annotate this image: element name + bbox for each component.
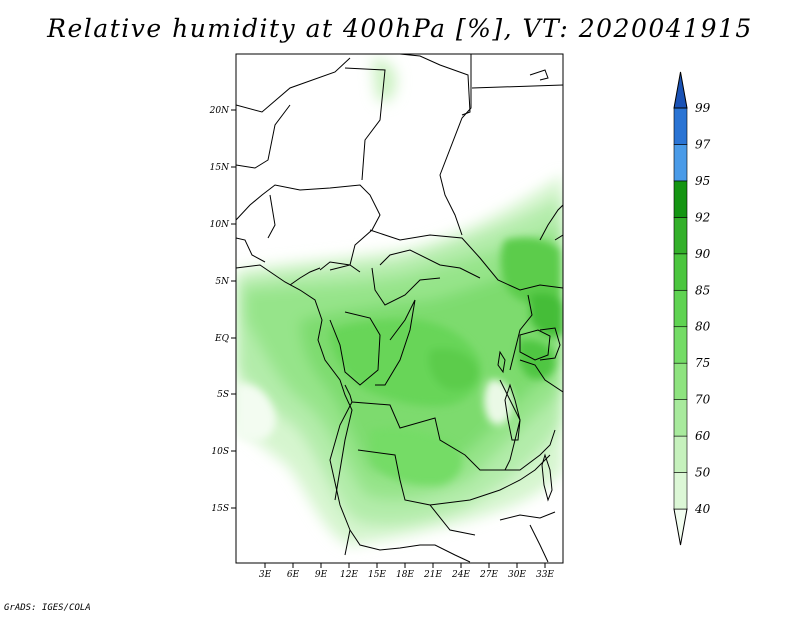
lon-ticks (264, 563, 546, 568)
colorbar-label: 50 (695, 466, 711, 480)
border-south-5 (349, 529, 471, 563)
colorbar-upper-triangle (673, 71, 688, 109)
lat-label: 15S (211, 504, 229, 514)
map-title: Relative humidity at 400hPa [%], VT: 202… (47, 14, 753, 43)
lat-labels: 20N 15N 10N 5N EQ 5S 10S 15S (209, 106, 230, 514)
border-north-6 (236, 104, 291, 169)
border-congo-3 (344, 384, 495, 471)
border-south-3 (429, 454, 551, 506)
lon-label: 24E (451, 570, 470, 580)
lon-label: 6E (287, 570, 300, 580)
border-congo-1 (329, 311, 381, 386)
colorbar-segment (673, 435, 688, 473)
border-north-1 (236, 57, 351, 113)
colorbar-segment (673, 289, 688, 328)
colorbar-labels: 40 50 60 70 75 80 85 90 92 95 97 99 (694, 101, 711, 516)
colorbar-segment (673, 362, 688, 400)
colorbar: 40 50 60 70 75 80 85 90 92 95 97 99 (673, 71, 711, 546)
humidity-shading (236, 58, 563, 545)
border-west-2 (267, 194, 276, 239)
lat-label: 20N (209, 106, 230, 116)
grads-credit: GrADS: IGES/COLA (4, 603, 91, 613)
border-east-3 (539, 327, 561, 361)
lon-label: 12E (340, 570, 358, 580)
lat-label: 10N (210, 220, 230, 230)
coast-east (554, 234, 563, 241)
border-west-3 (236, 237, 266, 263)
lat-ticks (231, 109, 236, 509)
border-east-1 (539, 204, 563, 241)
colorbar-label: 95 (695, 174, 710, 188)
colorbar-label: 97 (695, 137, 711, 151)
colorbar-label: 60 (695, 429, 711, 443)
lake-tanganyika (504, 383, 521, 441)
border-south-4 (480, 429, 556, 471)
border-north-2 (344, 67, 386, 181)
border-congo-2 (375, 299, 416, 386)
border-lake-region (499, 379, 521, 471)
colorbar-label: 70 (695, 393, 711, 407)
colorbar-label: 85 (695, 283, 710, 297)
border-east-2 (509, 294, 533, 371)
colorbar-lower-triangle (673, 508, 688, 546)
rh-core-90 (530, 293, 563, 337)
lat-label: 10S (211, 447, 229, 457)
rh-core-85-a (428, 348, 479, 391)
border-mid-3 (371, 267, 441, 306)
lon-label: 15E (368, 570, 386, 580)
lon-label: 3E (259, 570, 272, 580)
lon-label: 21E (423, 570, 442, 580)
coast-west (236, 264, 353, 501)
coast-gulf (289, 267, 321, 286)
colorbar-segment (673, 180, 688, 218)
rh-dry-sw (236, 384, 276, 442)
lon-label: 33E (536, 570, 554, 580)
colorbar-label: 80 (695, 320, 711, 334)
border-mid-1 (369, 229, 563, 291)
lon-label: 18E (396, 570, 414, 580)
lat-label: 5S (217, 390, 229, 400)
lon-label: 27E (479, 570, 498, 580)
border-south-2 (357, 449, 476, 536)
colorbar-label: 99 (695, 101, 711, 115)
colorbar-segment (673, 399, 688, 437)
lat-label: 15N (210, 163, 230, 173)
colorbar-label: 75 (695, 356, 710, 370)
map-frame (235, 53, 564, 564)
border-south-7 (529, 524, 549, 563)
border-west-1 (236, 184, 381, 271)
colorbar-segment (673, 326, 688, 364)
border-south-6 (499, 511, 556, 521)
border-north-4 (439, 54, 472, 236)
colorbar-segment (673, 253, 688, 291)
colorbar-label: 92 (695, 210, 710, 224)
colorbar-label: 90 (695, 247, 711, 261)
border-north-5 (471, 84, 563, 89)
border-south-1 (329, 401, 353, 556)
lon-labels: 3E 6E 9E 12E 15E 18E 21E 24E 27E 30E 33E (259, 570, 555, 580)
colorbar-segment (673, 472, 688, 510)
colorbar-segments (673, 71, 688, 546)
border-mid-2 (379, 249, 481, 279)
border-mid-4 (319, 261, 361, 273)
lake-malawi (541, 453, 553, 502)
lake-victoria (519, 329, 551, 361)
coast-ne (529, 69, 549, 81)
colorbar-segment (673, 144, 688, 182)
colorbar-segment (673, 107, 688, 145)
lon-label: 9E (315, 570, 328, 580)
lat-label: EQ (214, 334, 230, 344)
colorbar-label: 40 (694, 502, 711, 516)
lon-label: 30E (508, 570, 526, 580)
country-borders (236, 54, 563, 563)
border-east-4 (519, 359, 563, 393)
lake-kivu (497, 350, 506, 374)
border-north-3 (399, 54, 471, 116)
lat-label: 5N (215, 277, 230, 287)
colorbar-segment (673, 217, 688, 255)
rh-south-80 (370, 428, 463, 486)
